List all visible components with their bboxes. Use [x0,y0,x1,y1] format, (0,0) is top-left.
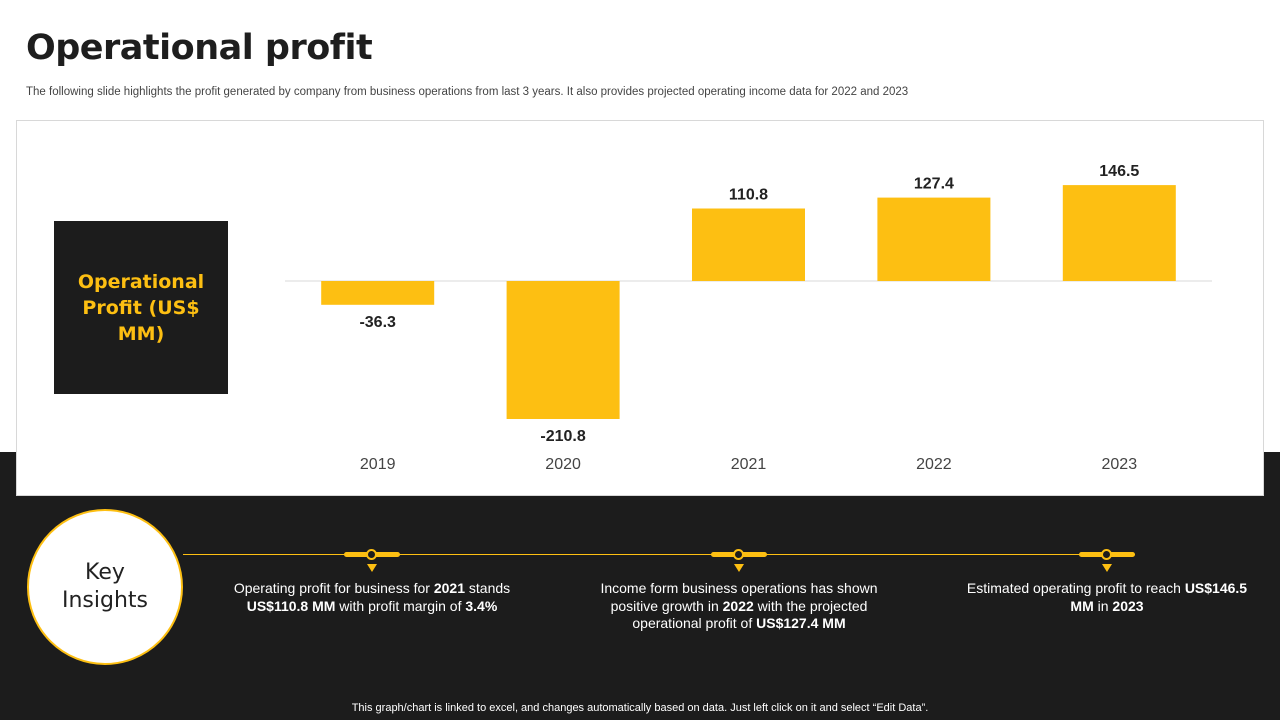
insight-2-part-4: US$127.4 MM [756,615,846,631]
category-label-2023: 2023 [1102,456,1138,473]
insight-1-part-2: 2021 [433,580,465,596]
insight-3-part-4: 2023 [1112,597,1144,614]
key-insights-heading: Key Insights [61,560,148,613]
insight-1-part-1: Operating profit for business for [233,580,434,596]
insight-text-1: Operating profit for business for 2021 s… [227,580,517,615]
value-label-2022: 127.4 [914,176,954,193]
page-subtitle: The following slide highlights the profi… [26,86,909,98]
category-label-2022: 2022 [916,456,952,473]
page-title: Operational profit [26,28,373,68]
chart-title: Operational Profit (US$ MM) [77,270,205,345]
value-label-2021: 110.8 [729,187,768,204]
insight-3-part-1: Estimated operating profit to reach [966,580,1185,596]
timeline-line [183,554,1135,555]
insight-3-part-3: in [1093,597,1113,614]
insight-2-part-2: 2022 [722,597,754,614]
bar-2022 [877,197,991,281]
chart-card[interactable]: Operational Profit (US$ MM) -36.3 2019 -21… [16,120,1264,496]
timeline-dot-1 [366,549,377,560]
timeline-dot-2 [733,549,744,560]
bar-2019 [321,281,435,305]
insight-1-part-5: with profit margin of [335,597,466,614]
insight-1-part-4: US$110.8 MM [246,597,336,614]
insight-2-part-1: Income form business operations has show… [600,580,878,614]
category-label-2020: 2020 [545,456,581,473]
timeline-pointer-2 [734,564,744,572]
bar-chart: -36.3 2019 -210.8 2020 110.8 2021 127.4 2022 146… [285,163,1212,473]
value-label-2023: 146.5 [1099,163,1139,180]
bar-2020 [506,281,620,419]
bar-2023 [1062,185,1176,281]
key-insights-circle: Key Insights [27,509,183,665]
timeline-pointer-3 [1102,564,1112,572]
chart-title-box: Operational Profit (US$ MM) [54,221,228,394]
insight-1-part-6: 3.4% [465,597,498,614]
insight-text-3: Estimated operating profit to reach US$1… [962,580,1252,615]
timeline-pointer-1 [367,564,377,572]
timeline-dot-3 [1101,549,1112,560]
insight-2-part-3: with the projected operational profit of [632,597,868,632]
value-label-2019: -36.3 [359,314,396,331]
value-label-2020: -210.8 [540,428,585,445]
footer-note: This graph/chart is linked to excel, and… [351,702,929,714]
bar-2021 [692,208,805,281]
insight-3-part-2: US$146.5 MM [1070,580,1248,614]
category-label-2021: 2021 [731,456,767,473]
dark-background-band [0,452,1280,720]
category-label-2019: 2019 [360,456,396,473]
insight-1-part-3: stands [465,580,511,596]
insight-text-2: Income form business operations has show… [594,580,884,633]
